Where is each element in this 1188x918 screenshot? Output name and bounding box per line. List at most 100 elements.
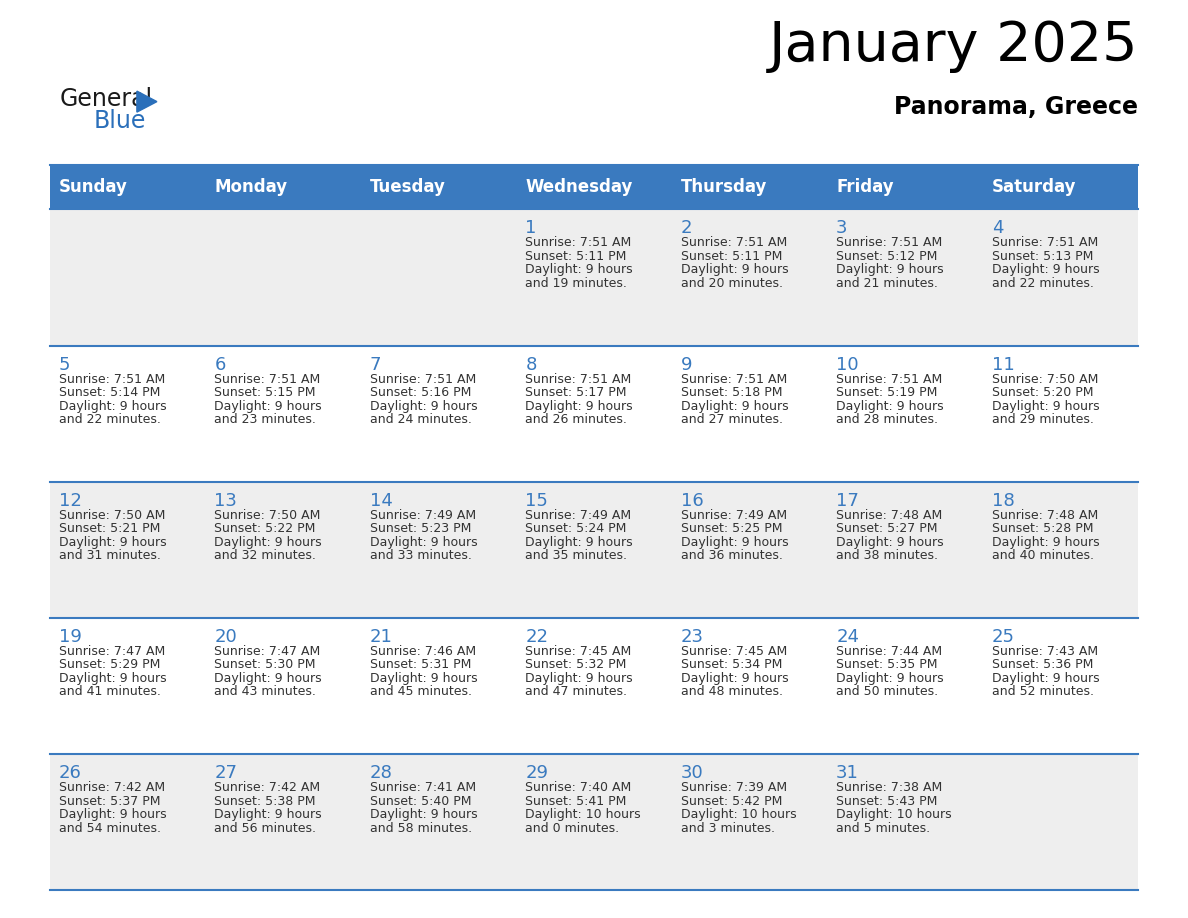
Text: 21: 21 bbox=[369, 628, 393, 646]
Text: 29: 29 bbox=[525, 764, 549, 782]
Text: Sunrise: 7:48 AM: Sunrise: 7:48 AM bbox=[992, 509, 1098, 521]
Text: Sunset: 5:18 PM: Sunset: 5:18 PM bbox=[681, 386, 782, 399]
Text: Daylight: 9 hours: Daylight: 9 hours bbox=[59, 672, 166, 685]
Text: Sunset: 5:14 PM: Sunset: 5:14 PM bbox=[59, 386, 160, 399]
Text: Blue: Blue bbox=[94, 109, 146, 133]
Text: Sunset: 5:25 PM: Sunset: 5:25 PM bbox=[681, 522, 782, 535]
Text: Sunrise: 7:43 AM: Sunrise: 7:43 AM bbox=[992, 645, 1098, 658]
Text: Daylight: 9 hours: Daylight: 9 hours bbox=[59, 536, 166, 549]
Text: Sunrise: 7:51 AM: Sunrise: 7:51 AM bbox=[681, 236, 786, 250]
Text: and 26 minutes.: and 26 minutes. bbox=[525, 413, 627, 426]
Text: Daylight: 9 hours: Daylight: 9 hours bbox=[525, 263, 633, 276]
Text: Monday: Monday bbox=[214, 178, 287, 196]
Text: Sunset: 5:35 PM: Sunset: 5:35 PM bbox=[836, 658, 937, 671]
Text: Daylight: 9 hours: Daylight: 9 hours bbox=[369, 808, 478, 822]
Text: and 58 minutes.: and 58 minutes. bbox=[369, 822, 472, 834]
Text: Daylight: 9 hours: Daylight: 9 hours bbox=[369, 399, 478, 412]
Text: Daylight: 9 hours: Daylight: 9 hours bbox=[525, 672, 633, 685]
Text: and 22 minutes.: and 22 minutes. bbox=[992, 277, 1093, 290]
Text: Daylight: 9 hours: Daylight: 9 hours bbox=[992, 536, 1099, 549]
Bar bbox=[50, 165, 1138, 209]
Text: Sunrise: 7:49 AM: Sunrise: 7:49 AM bbox=[681, 509, 786, 521]
Text: and 21 minutes.: and 21 minutes. bbox=[836, 277, 939, 290]
Text: Sunset: 5:12 PM: Sunset: 5:12 PM bbox=[836, 250, 937, 263]
Text: 24: 24 bbox=[836, 628, 859, 646]
Text: and 29 minutes.: and 29 minutes. bbox=[992, 413, 1093, 426]
Text: Sunrise: 7:51 AM: Sunrise: 7:51 AM bbox=[681, 373, 786, 386]
Bar bbox=[50, 482, 1138, 618]
Text: Daylight: 9 hours: Daylight: 9 hours bbox=[836, 672, 943, 685]
Text: Sunrise: 7:49 AM: Sunrise: 7:49 AM bbox=[369, 509, 476, 521]
Text: Sunset: 5:19 PM: Sunset: 5:19 PM bbox=[836, 386, 937, 399]
Text: and 27 minutes.: and 27 minutes. bbox=[681, 413, 783, 426]
Text: 10: 10 bbox=[836, 355, 859, 374]
Text: 26: 26 bbox=[59, 764, 82, 782]
Text: Sunrise: 7:50 AM: Sunrise: 7:50 AM bbox=[59, 509, 165, 521]
Text: and 50 minutes.: and 50 minutes. bbox=[836, 686, 939, 699]
Text: Sunset: 5:28 PM: Sunset: 5:28 PM bbox=[992, 522, 1093, 535]
Text: Daylight: 9 hours: Daylight: 9 hours bbox=[59, 399, 166, 412]
Text: and 54 minutes.: and 54 minutes. bbox=[59, 822, 160, 834]
Text: Tuesday: Tuesday bbox=[369, 178, 446, 196]
Text: Daylight: 9 hours: Daylight: 9 hours bbox=[681, 399, 789, 412]
Text: Sunrise: 7:39 AM: Sunrise: 7:39 AM bbox=[681, 781, 786, 794]
Text: January 2025: January 2025 bbox=[769, 19, 1138, 73]
Text: and 23 minutes.: and 23 minutes. bbox=[214, 413, 316, 426]
Text: 22: 22 bbox=[525, 628, 549, 646]
Text: Sunset: 5:38 PM: Sunset: 5:38 PM bbox=[214, 795, 316, 808]
Text: and 31 minutes.: and 31 minutes. bbox=[59, 549, 160, 562]
Text: Sunrise: 7:51 AM: Sunrise: 7:51 AM bbox=[525, 373, 632, 386]
Bar bbox=[50, 345, 1138, 482]
Text: Sunset: 5:34 PM: Sunset: 5:34 PM bbox=[681, 658, 782, 671]
Text: Daylight: 9 hours: Daylight: 9 hours bbox=[681, 536, 789, 549]
Text: Daylight: 9 hours: Daylight: 9 hours bbox=[836, 263, 943, 276]
Text: and 41 minutes.: and 41 minutes. bbox=[59, 686, 160, 699]
Text: 14: 14 bbox=[369, 492, 393, 509]
Text: Daylight: 9 hours: Daylight: 9 hours bbox=[214, 672, 322, 685]
Text: Sunrise: 7:45 AM: Sunrise: 7:45 AM bbox=[525, 645, 632, 658]
Text: and 48 minutes.: and 48 minutes. bbox=[681, 686, 783, 699]
Text: Daylight: 9 hours: Daylight: 9 hours bbox=[369, 536, 478, 549]
Text: and 22 minutes.: and 22 minutes. bbox=[59, 413, 160, 426]
Text: Daylight: 9 hours: Daylight: 9 hours bbox=[214, 399, 322, 412]
Text: Daylight: 10 hours: Daylight: 10 hours bbox=[836, 808, 952, 822]
Text: Sunday: Sunday bbox=[59, 178, 128, 196]
Text: 6: 6 bbox=[214, 355, 226, 374]
Text: Sunset: 5:20 PM: Sunset: 5:20 PM bbox=[992, 386, 1093, 399]
Text: 25: 25 bbox=[992, 628, 1015, 646]
Text: Sunset: 5:37 PM: Sunset: 5:37 PM bbox=[59, 795, 160, 808]
Text: Sunset: 5:21 PM: Sunset: 5:21 PM bbox=[59, 522, 160, 535]
Text: Sunset: 5:31 PM: Sunset: 5:31 PM bbox=[369, 658, 472, 671]
Text: and 36 minutes.: and 36 minutes. bbox=[681, 549, 783, 562]
Text: Sunset: 5:11 PM: Sunset: 5:11 PM bbox=[525, 250, 626, 263]
Text: Sunset: 5:24 PM: Sunset: 5:24 PM bbox=[525, 522, 626, 535]
Text: and 56 minutes.: and 56 minutes. bbox=[214, 822, 316, 834]
Text: 20: 20 bbox=[214, 628, 238, 646]
Text: Sunset: 5:41 PM: Sunset: 5:41 PM bbox=[525, 795, 626, 808]
Text: Sunrise: 7:41 AM: Sunrise: 7:41 AM bbox=[369, 781, 476, 794]
Text: Sunrise: 7:51 AM: Sunrise: 7:51 AM bbox=[992, 236, 1098, 250]
Text: Sunrise: 7:51 AM: Sunrise: 7:51 AM bbox=[525, 236, 632, 250]
Text: 9: 9 bbox=[681, 355, 693, 374]
Text: Daylight: 10 hours: Daylight: 10 hours bbox=[681, 808, 796, 822]
Text: Daylight: 9 hours: Daylight: 9 hours bbox=[214, 808, 322, 822]
Text: 7: 7 bbox=[369, 355, 381, 374]
Text: and 3 minutes.: and 3 minutes. bbox=[681, 822, 775, 834]
Text: Sunrise: 7:50 AM: Sunrise: 7:50 AM bbox=[992, 373, 1098, 386]
Text: Sunrise: 7:51 AM: Sunrise: 7:51 AM bbox=[836, 236, 942, 250]
Text: and 38 minutes.: and 38 minutes. bbox=[836, 549, 939, 562]
Text: General: General bbox=[59, 87, 153, 111]
Text: Sunrise: 7:51 AM: Sunrise: 7:51 AM bbox=[369, 373, 476, 386]
Text: Daylight: 9 hours: Daylight: 9 hours bbox=[525, 399, 633, 412]
Text: 30: 30 bbox=[681, 764, 703, 782]
Text: 4: 4 bbox=[992, 219, 1003, 238]
Text: and 32 minutes.: and 32 minutes. bbox=[214, 549, 316, 562]
Text: Sunset: 5:22 PM: Sunset: 5:22 PM bbox=[214, 522, 316, 535]
Text: Sunset: 5:29 PM: Sunset: 5:29 PM bbox=[59, 658, 160, 671]
Text: Sunset: 5:11 PM: Sunset: 5:11 PM bbox=[681, 250, 782, 263]
Text: Daylight: 9 hours: Daylight: 9 hours bbox=[59, 808, 166, 822]
Text: Sunset: 5:15 PM: Sunset: 5:15 PM bbox=[214, 386, 316, 399]
Text: Sunset: 5:42 PM: Sunset: 5:42 PM bbox=[681, 795, 782, 808]
Text: 8: 8 bbox=[525, 355, 537, 374]
Text: Sunset: 5:43 PM: Sunset: 5:43 PM bbox=[836, 795, 937, 808]
